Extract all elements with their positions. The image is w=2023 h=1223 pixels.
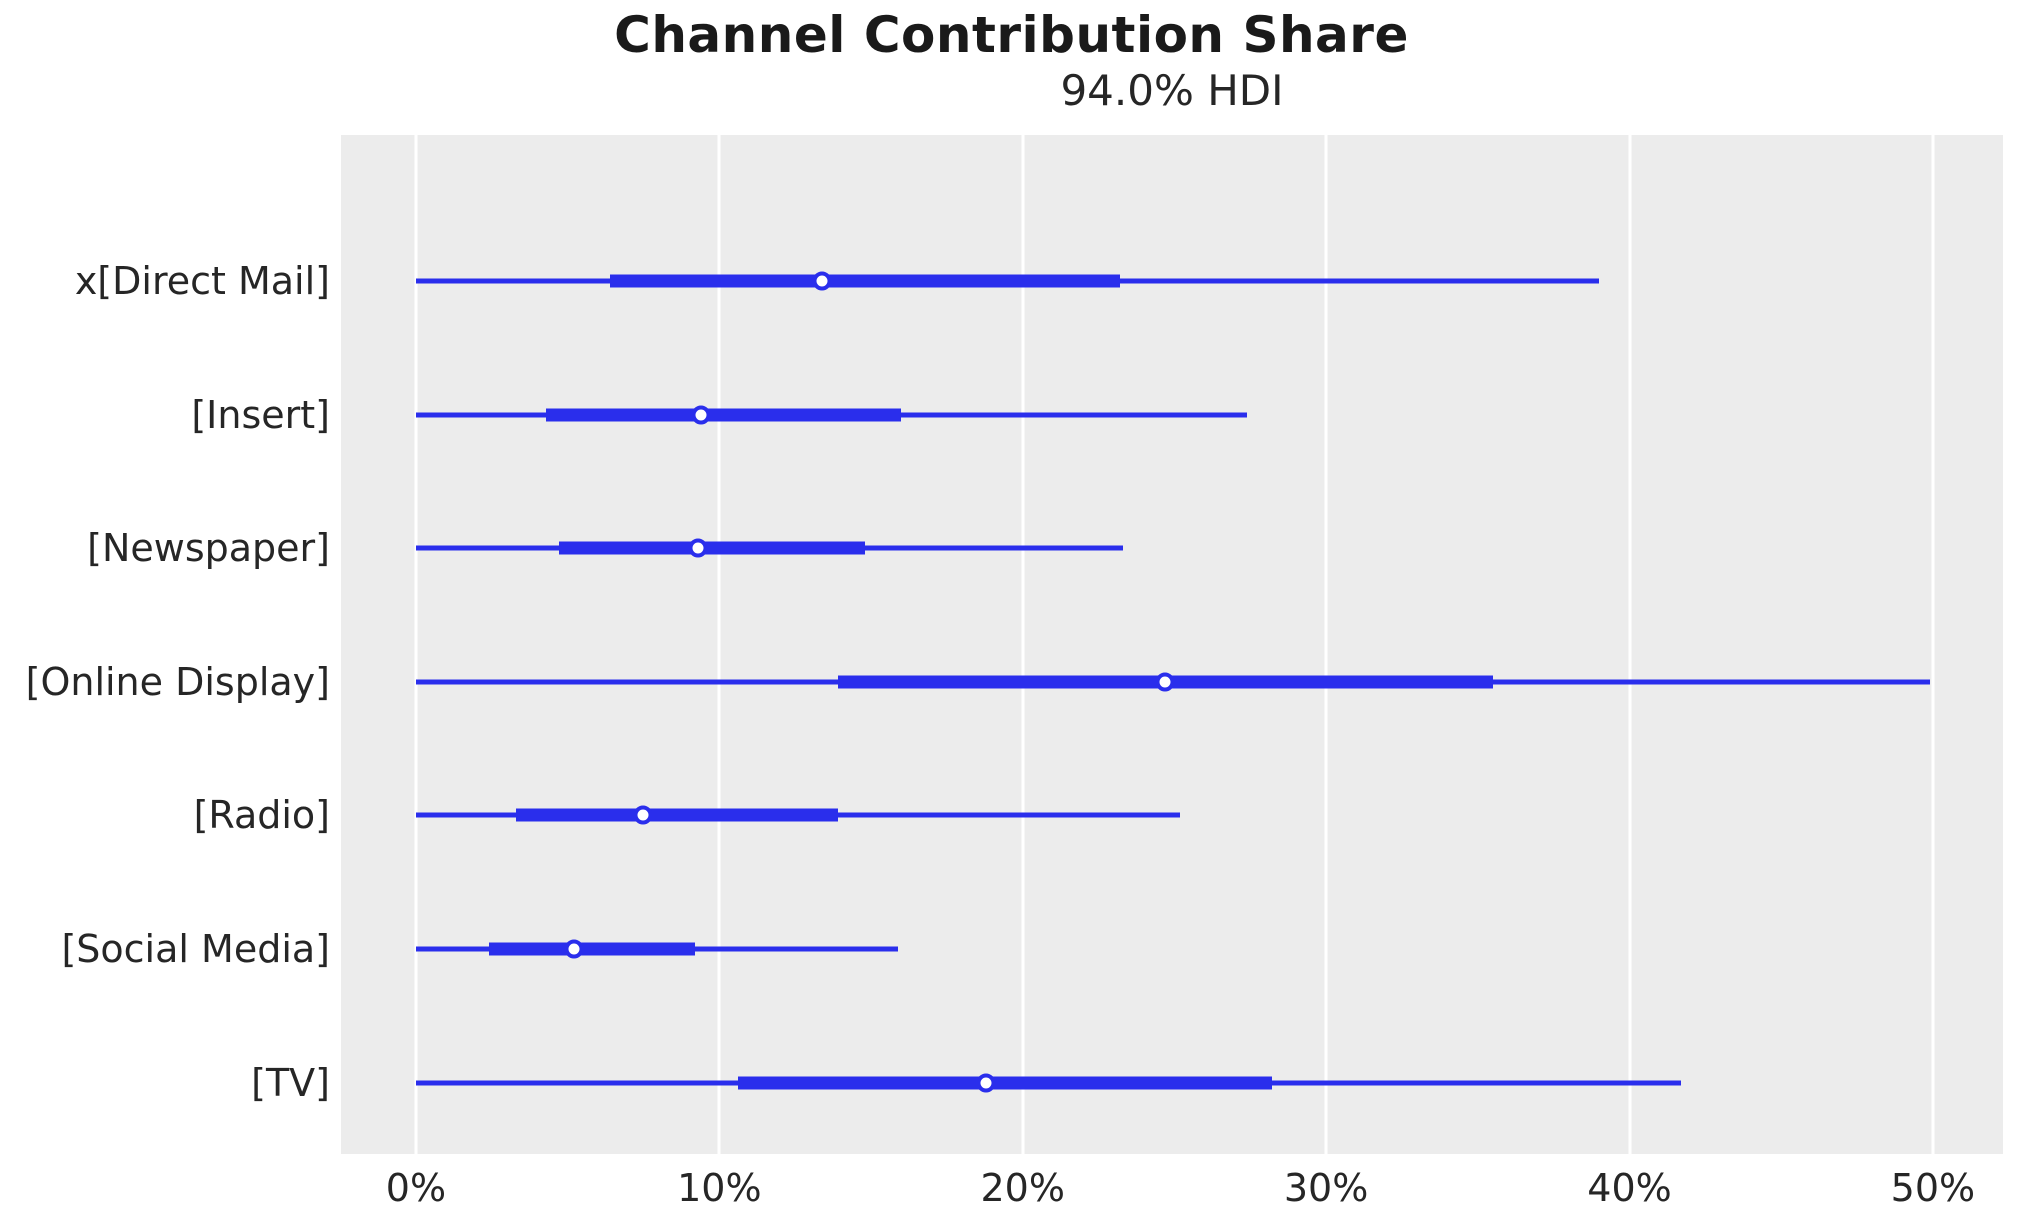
gridline (1021, 135, 1025, 1154)
median-point-marker (564, 939, 584, 959)
y-axis-label: [Newspaper] (87, 526, 330, 571)
median-point-marker (688, 538, 708, 558)
y-axis-label: [Online Display] (25, 659, 330, 704)
interquartile-line (516, 808, 838, 822)
median-point-marker (1155, 672, 1175, 692)
y-axis-label: [Social Media] (61, 927, 330, 971)
median-point-marker (812, 271, 832, 291)
gridline (1931, 135, 1935, 1154)
x-axis-tick-label: 10% (677, 1166, 762, 1210)
x-axis-tick-label: 0% (385, 1166, 447, 1210)
gridline (414, 135, 418, 1154)
y-axis-label: [Insert] (191, 392, 330, 437)
y-axis-label: [Radio] (193, 793, 330, 838)
x-axis-tick-label: 50% (1890, 1166, 1976, 1210)
gridline (717, 135, 721, 1154)
y-axis-label: [TV] (251, 1060, 330, 1105)
interquartile-line (488, 942, 696, 956)
x-axis-tick-label: 20% (980, 1166, 1065, 1210)
interquartile-line (558, 541, 865, 555)
chart-title: Channel Contribution Share (614, 6, 1409, 64)
gridline (1324, 135, 1328, 1154)
median-point-marker (976, 1073, 996, 1093)
median-point-marker (691, 405, 711, 425)
chart-subtitle: 94.0% HDI (1060, 66, 1284, 115)
x-axis-tick-label: 30% (1283, 1166, 1369, 1210)
y-axis-label: x[Direct Mail] (74, 259, 330, 303)
x-axis-tick-label: 40% (1587, 1166, 1672, 1210)
interquartile-line (546, 408, 902, 422)
median-point-marker (633, 805, 653, 825)
interquartile-line (737, 1076, 1272, 1090)
interquartile-line (610, 274, 1120, 288)
plot-area (341, 135, 2003, 1154)
gridline (1628, 135, 1632, 1154)
